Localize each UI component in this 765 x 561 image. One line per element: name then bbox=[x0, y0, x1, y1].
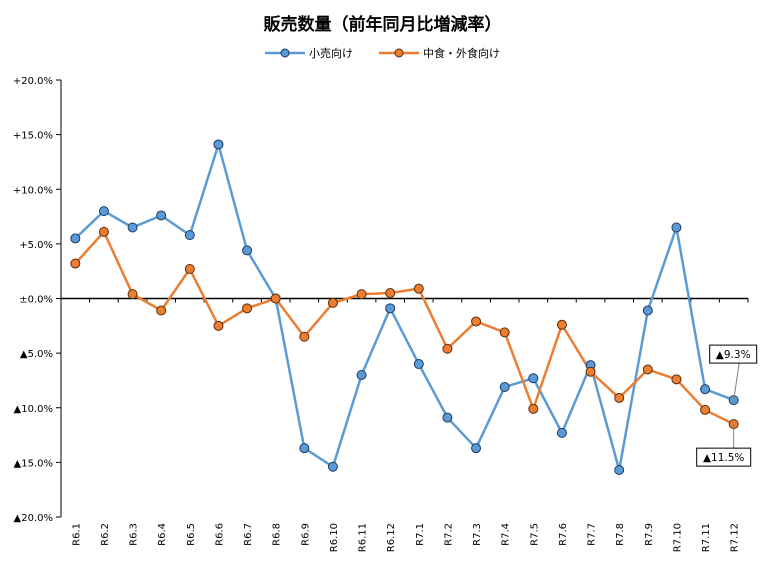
x-tick-label: R7.10 bbox=[672, 523, 683, 552]
y-tick-label: ±0.0% bbox=[19, 295, 53, 306]
x-tick-label: R6.4 bbox=[157, 523, 168, 546]
annotation-box bbox=[696, 447, 752, 467]
annotation-label: ▲11.5% bbox=[703, 452, 744, 464]
x-tick-label: R7.8 bbox=[615, 523, 626, 546]
data-point bbox=[471, 316, 482, 327]
y-tick-label: +10.0% bbox=[13, 185, 53, 196]
data-point bbox=[442, 412, 453, 423]
x-tick-label: R6.10 bbox=[329, 523, 340, 552]
data-point bbox=[242, 245, 253, 256]
x-tick-label: R6.6 bbox=[214, 523, 225, 546]
x-tick-label: R6.9 bbox=[300, 523, 311, 546]
data-point bbox=[528, 403, 539, 414]
data-point bbox=[614, 392, 625, 403]
data-point bbox=[184, 230, 195, 241]
data-point bbox=[70, 233, 81, 244]
data-point bbox=[499, 381, 510, 392]
x-tick-label: R6.2 bbox=[100, 523, 111, 546]
data-point bbox=[442, 343, 453, 354]
x-tick-label: R7.3 bbox=[472, 523, 483, 546]
data-point bbox=[642, 364, 653, 375]
x-tick-label: R6.1 bbox=[71, 523, 82, 546]
series-line-1 bbox=[74, 230, 735, 426]
data-point bbox=[413, 359, 424, 370]
data-point bbox=[213, 320, 224, 331]
x-tick-label: R6.3 bbox=[129, 523, 140, 546]
data-point bbox=[385, 288, 396, 299]
x-tick-label: R7.2 bbox=[443, 523, 454, 546]
data-point bbox=[556, 319, 567, 330]
x-tick-label: R6.7 bbox=[243, 523, 254, 546]
x-tick-label: R6.11 bbox=[358, 523, 369, 552]
data-point bbox=[213, 139, 224, 150]
legend: 小売向け 中食・外食向け bbox=[0, 45, 765, 61]
annotation-box bbox=[709, 344, 758, 364]
data-point bbox=[614, 465, 625, 476]
data-point bbox=[471, 443, 482, 454]
x-tick-label: R7.4 bbox=[501, 523, 512, 546]
data-point bbox=[299, 331, 310, 342]
x-tick-label: R7.7 bbox=[587, 523, 598, 546]
x-tick-label: R7.11 bbox=[701, 523, 712, 552]
data-point bbox=[700, 384, 711, 395]
data-point bbox=[98, 226, 109, 237]
data-point bbox=[413, 283, 424, 294]
data-point bbox=[642, 305, 653, 316]
x-tick-label: R7.1 bbox=[415, 523, 426, 546]
data-point bbox=[70, 258, 81, 269]
data-point bbox=[585, 366, 596, 377]
annotation-label: ▲9.3% bbox=[716, 349, 751, 361]
series-line-0 bbox=[74, 143, 735, 472]
x-tick-label: R7.5 bbox=[529, 523, 540, 546]
x-tick-label: R7.9 bbox=[644, 523, 655, 546]
x-tick-label: R7.12 bbox=[730, 523, 741, 552]
legend-item-retail: 小売向け bbox=[265, 45, 353, 61]
x-tick-label: R7.6 bbox=[558, 523, 569, 546]
data-point bbox=[127, 222, 138, 233]
legend-label-food-service: 中食・外食向け bbox=[423, 47, 500, 60]
data-point bbox=[385, 303, 396, 314]
data-point bbox=[700, 404, 711, 415]
y-tick-label: +5.0% bbox=[19, 240, 53, 251]
y-tick-label: +15.0% bbox=[13, 131, 53, 142]
legend-marker-food-service bbox=[379, 48, 419, 58]
y-tick-label: ▲10.0% bbox=[14, 404, 53, 415]
legend-item-food-service: 中食・外食向け bbox=[379, 45, 500, 61]
y-tick-label: +20.0% bbox=[13, 76, 53, 87]
x-tick-label: R6.8 bbox=[272, 523, 283, 546]
data-point bbox=[356, 289, 367, 300]
data-point bbox=[127, 289, 138, 300]
annotation-leader bbox=[733, 363, 740, 401]
data-point bbox=[242, 303, 253, 314]
legend-marker-retail bbox=[265, 48, 305, 58]
chart-title: 販売数量（前年同月比増減率） bbox=[263, 15, 502, 35]
legend-label-retail: 小売向け bbox=[309, 47, 353, 60]
data-point bbox=[356, 369, 367, 380]
data-point bbox=[184, 264, 195, 275]
data-point bbox=[528, 373, 539, 384]
y-tick-label: ▲20.0% bbox=[14, 513, 53, 524]
data-point bbox=[156, 210, 167, 221]
data-point bbox=[327, 461, 338, 472]
data-point bbox=[98, 206, 109, 217]
data-point bbox=[327, 297, 338, 308]
data-point bbox=[270, 293, 281, 304]
y-tick-label: ▲5.0% bbox=[20, 349, 53, 360]
data-point bbox=[556, 427, 567, 438]
x-tick-label: R6.12 bbox=[386, 523, 397, 552]
data-point bbox=[499, 327, 510, 338]
data-point bbox=[671, 222, 682, 233]
y-tick-label: ▲15.0% bbox=[14, 458, 53, 469]
data-point bbox=[156, 305, 167, 316]
x-tick-label: R6.5 bbox=[186, 523, 197, 546]
data-point bbox=[299, 443, 310, 454]
data-point bbox=[671, 374, 682, 385]
